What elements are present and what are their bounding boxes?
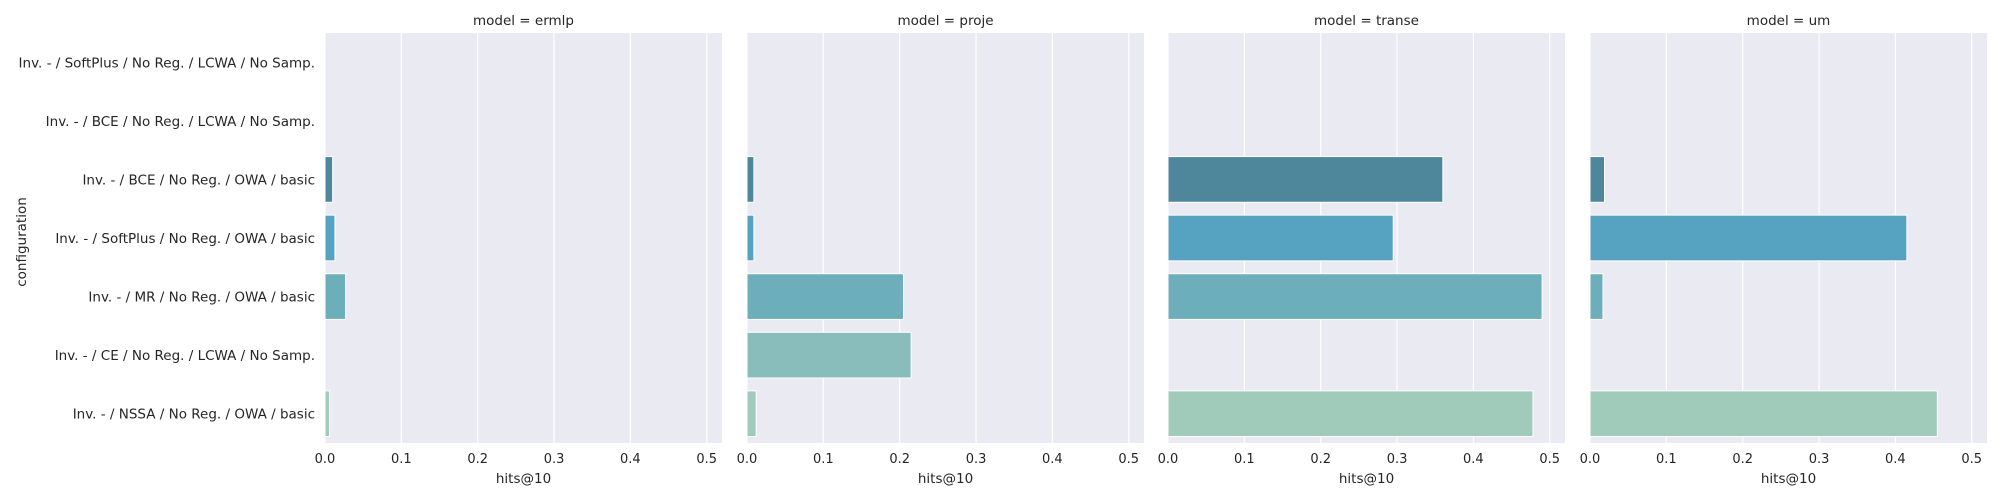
category-label: Inv. - / NSSA / No Reg. / OWA / basic	[73, 407, 315, 423]
x-tick-label: 0.2	[1732, 452, 1753, 467]
category-label: Inv. - / SoftPlus / No Reg. / LCWA / No …	[19, 55, 315, 71]
x-tick-label: 0.4	[1463, 452, 1484, 467]
plot-background	[325, 33, 722, 443]
facet-panel: 0.0 0.1 0.2 0.3 0.4 0.5 model = ermlp hits@10	[315, 13, 722, 487]
x-tick-label: 0.5	[1118, 452, 1139, 467]
bar	[1167, 273, 1543, 320]
x-tick-label: 0.3	[966, 452, 987, 467]
facet-title: model = proje	[897, 13, 993, 29]
bar	[324, 273, 347, 320]
x-tick-label: 0.5	[696, 452, 717, 467]
bar	[746, 390, 757, 438]
facet-title: model = um	[1747, 13, 1831, 29]
facet-panel: 0.0 0.1 0.2 0.3 0.4 0.5 model = transe hits@10	[1158, 13, 1565, 487]
x-tick-label: 0.3	[544, 452, 565, 467]
category-label: Inv. - / MR / No Reg. / OWA / basic	[88, 290, 315, 306]
facet-panel: 0.0 0.1 0.2 0.3 0.4 0.5 model = um hits@10	[1580, 13, 1987, 487]
bar	[1589, 214, 1908, 262]
category-label: Inv. - / CE / No Reg. / LCWA / No Samp.	[55, 348, 315, 364]
x-tick-label: 0.2	[889, 452, 910, 467]
x-tick-label: 0.3	[1387, 452, 1408, 467]
x-tick-label: 0.4	[1042, 452, 1063, 467]
x-axis-title: hits@10	[1339, 471, 1394, 487]
bar	[1167, 214, 1394, 262]
category-label: Inv. - / SoftPlus / No Reg. / OWA / basi…	[55, 231, 315, 247]
bar	[324, 390, 331, 438]
bar	[1589, 390, 1938, 438]
x-tick-label: 0.4	[620, 452, 641, 467]
x-tick-label: 0.5	[1539, 452, 1560, 467]
category-label: Inv. - / BCE / No Reg. / LCWA / No Samp.	[46, 114, 315, 130]
facet-panel: 0.0 0.1 0.2 0.3 0.4 0.5 model = proje hits@10	[737, 13, 1144, 487]
x-tick-label: 0.0	[737, 452, 758, 467]
x-tick-label: 0.5	[1961, 452, 1982, 467]
x-axis-title: hits@10	[1761, 471, 1816, 487]
x-axis-title: hits@10	[918, 471, 973, 487]
y-axis-title: configuration	[14, 197, 30, 287]
x-tick-label: 0.0	[315, 452, 336, 467]
bar	[746, 273, 905, 320]
x-tick-label: 0.0	[1580, 452, 1601, 467]
x-tick-label: 0.1	[1234, 452, 1255, 467]
x-tick-label: 0.2	[467, 452, 488, 467]
bar	[1589, 156, 1606, 203]
bar	[1167, 390, 1534, 438]
x-tick-label: 0.1	[1656, 452, 1677, 467]
category-label: Inv. - / BCE / No Reg. / OWA / basic	[82, 172, 315, 188]
bar	[746, 156, 755, 203]
bar	[1167, 156, 1444, 203]
x-axis-title: hits@10	[496, 471, 551, 487]
bar	[324, 156, 334, 203]
plot-background	[747, 33, 1144, 443]
bar	[324, 214, 336, 262]
bar	[746, 331, 912, 379]
x-tick-label: 0.1	[813, 452, 834, 467]
bar	[1589, 273, 1604, 320]
category-labels: Inv. - / SoftPlus / No Reg. / LCWA / No …	[19, 55, 315, 422]
facet-title: model = ermlp	[473, 13, 574, 29]
bar	[746, 214, 755, 262]
x-tick-label: 0.3	[1809, 452, 1830, 467]
x-tick-label: 0.1	[391, 452, 412, 467]
facet-title: model = transe	[1314, 13, 1419, 29]
x-tick-label: 0.2	[1310, 452, 1331, 467]
x-tick-label: 0.4	[1885, 452, 1906, 467]
x-tick-label: 0.0	[1158, 452, 1179, 467]
